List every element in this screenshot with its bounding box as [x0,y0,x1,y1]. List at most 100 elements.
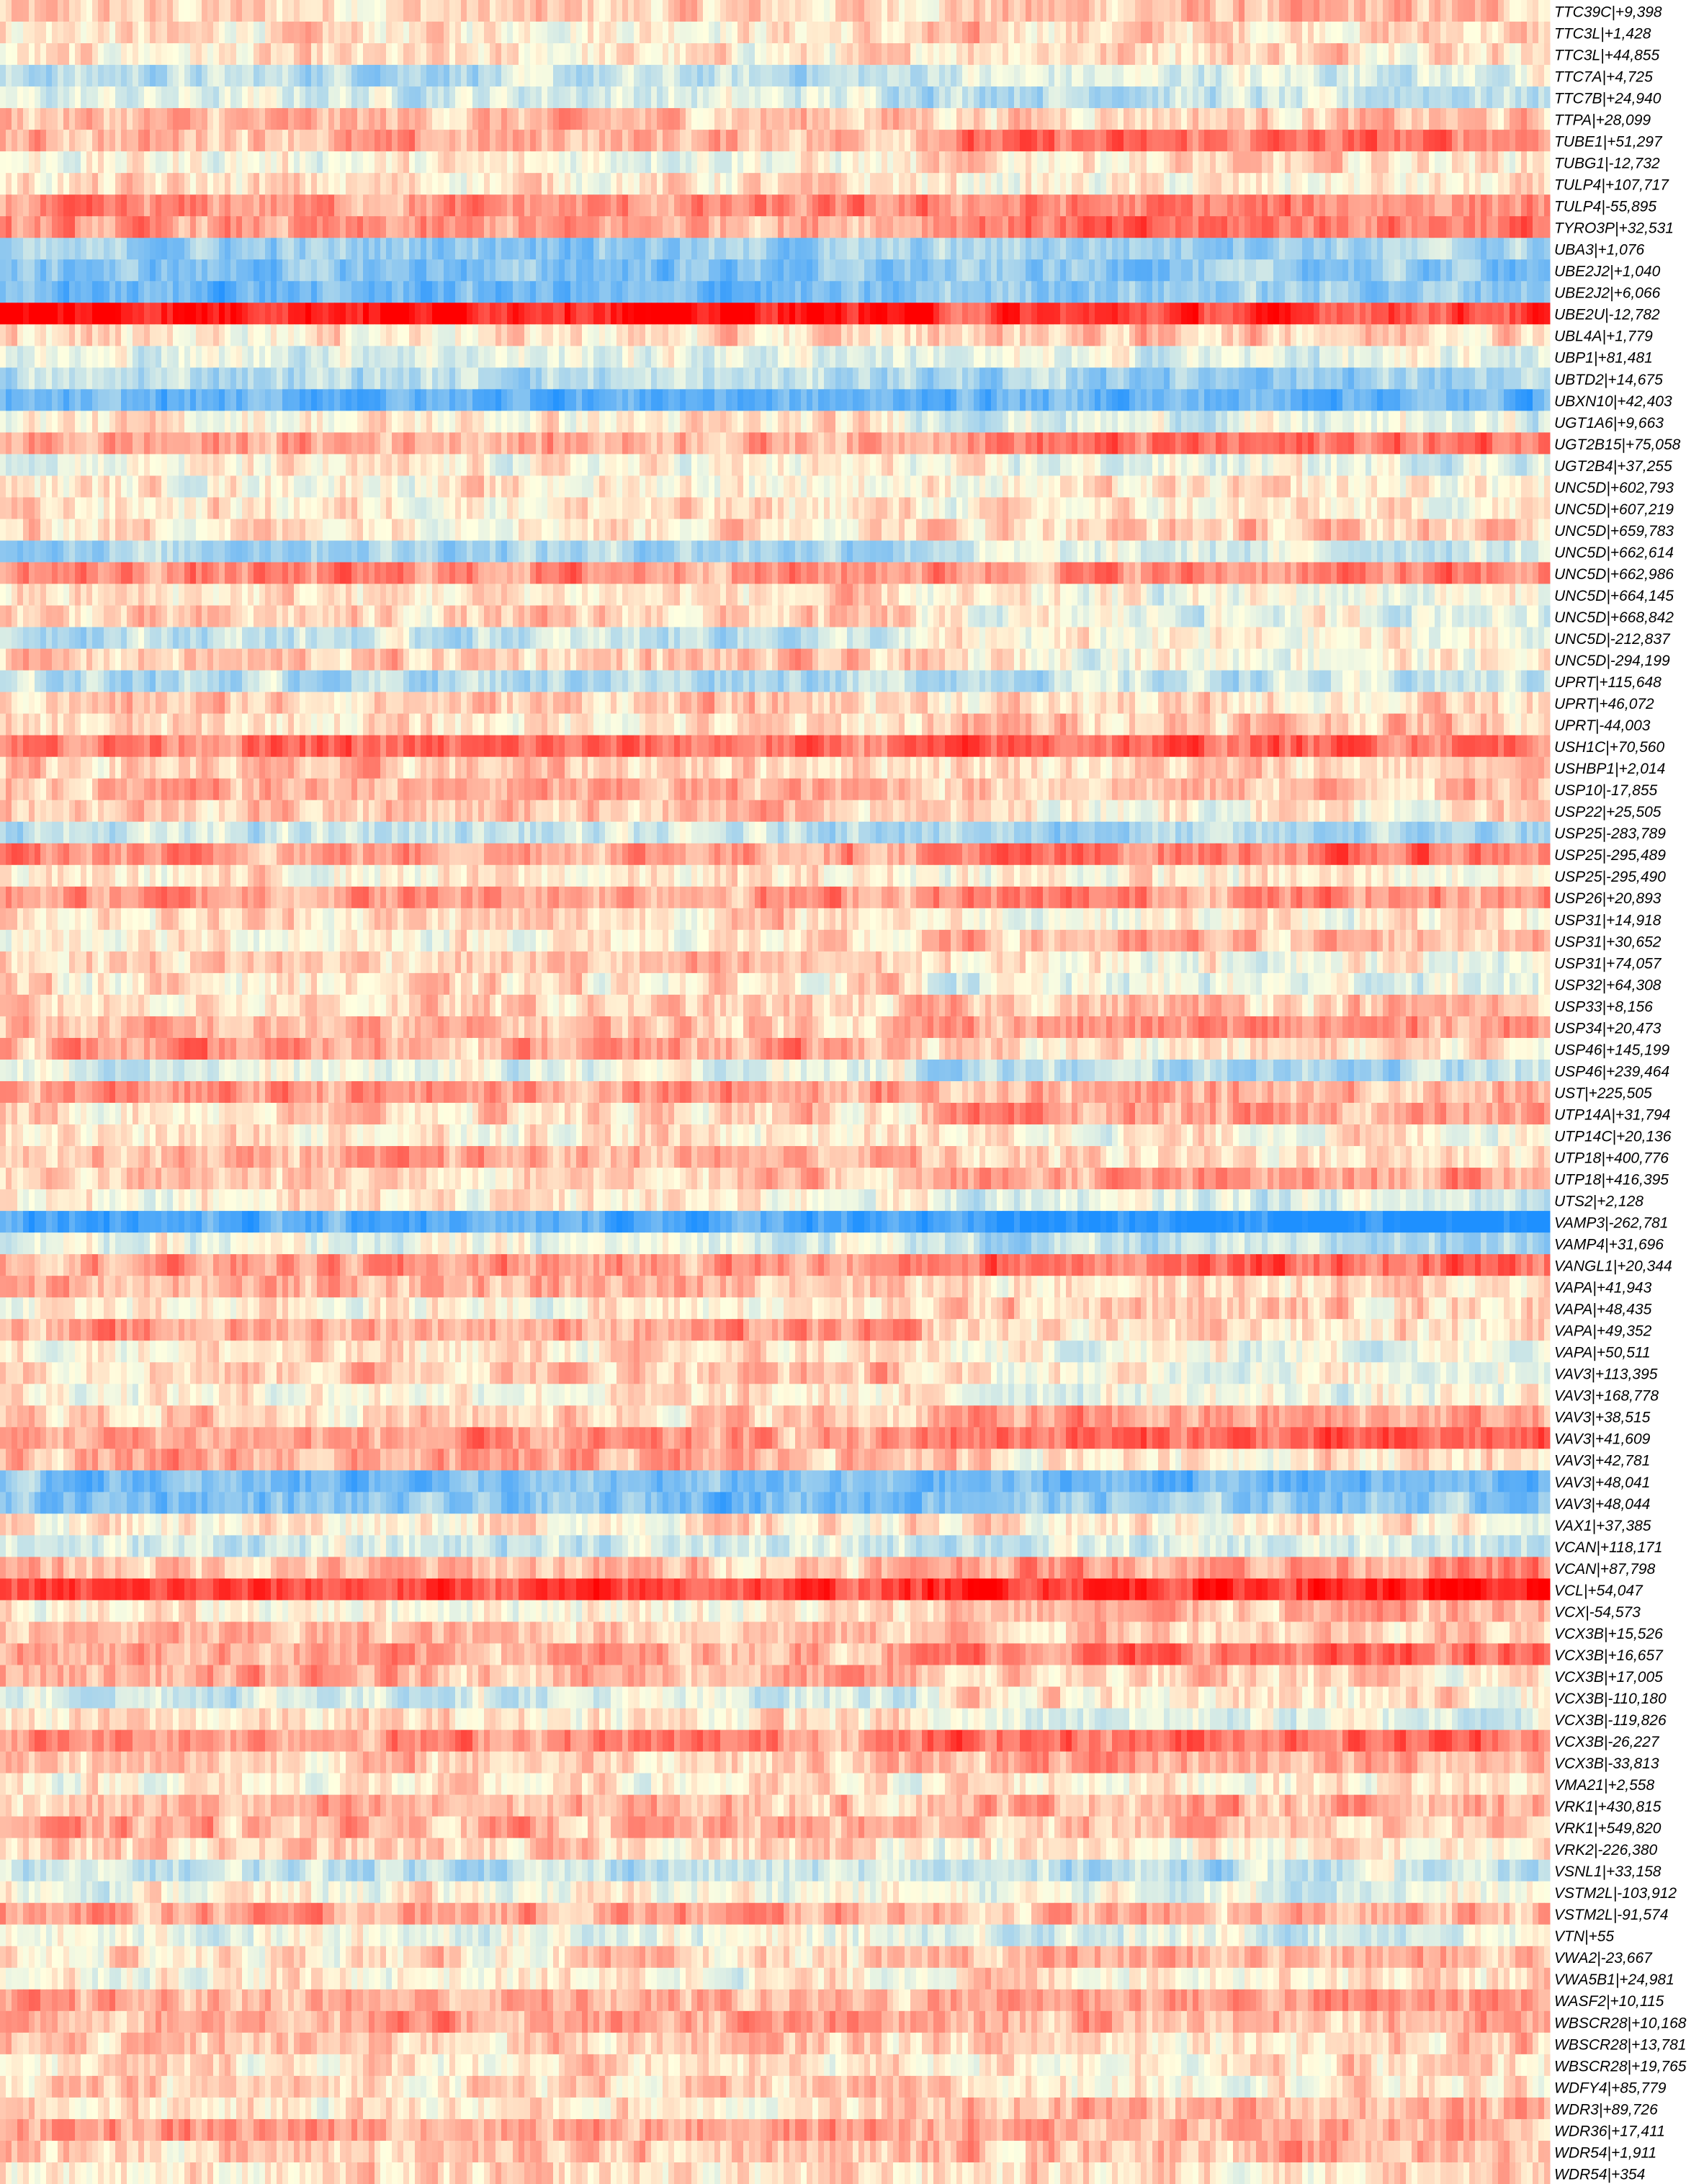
heatmap-cell [766,281,773,303]
heatmap-cell [1037,194,1044,217]
heatmap-cell [369,303,375,325]
heatmap-cell [150,367,156,390]
heatmap-cell [657,216,663,238]
heatmap-cell [58,130,64,152]
heatmap-cell [905,108,911,130]
heatmap-cell [432,151,439,174]
heatmap-cell [657,303,663,325]
heatmap-cell [1452,65,1458,87]
heatmap-cell [63,86,70,109]
heatmap-cell [242,0,248,22]
heatmap-cell [582,43,588,66]
heatmap-cell [300,130,306,152]
heatmap-cell [870,86,876,109]
heatmap-cell [789,86,796,109]
heatmap-cell [288,173,295,195]
heatmap-cell [1371,194,1378,217]
heatmap-cell [1366,194,1372,217]
heatmap-cell [1147,238,1153,260]
heatmap-cell [1181,173,1188,195]
heatmap-cell [104,324,110,346]
heatmap-cell [818,367,825,390]
heatmap-cell [818,108,825,130]
heatmap-cell [144,65,151,87]
heatmap-cell [1337,86,1343,109]
heatmap-cell [449,43,456,66]
heatmap-cell [1521,281,1528,303]
heatmap-cell [835,324,842,346]
heatmap-cell [1337,324,1343,346]
heatmap-cell [1072,0,1078,22]
heatmap-cell [1389,281,1395,303]
heatmap-cell [761,86,767,109]
heatmap-cell [478,216,485,238]
heatmap-cell [1429,0,1435,22]
heatmap-cell [438,43,444,66]
heatmap-cell [1210,238,1216,260]
heatmap-cell [1325,194,1332,217]
heatmap-cell [271,281,277,303]
heatmap-cell [1227,259,1234,282]
heatmap-cell [1003,324,1009,346]
heatmap-cell [870,346,876,368]
heatmap-cell [98,173,104,195]
heatmap-cell [893,367,900,390]
heatmap-cell [1164,86,1170,109]
heatmap-cell [92,22,99,44]
heatmap-cell [657,389,663,411]
heatmap-cell [1193,43,1199,66]
heatmap-cell [265,303,272,325]
heatmap-cell [732,389,738,411]
heatmap-cell [346,22,352,44]
heatmap-cell [1348,151,1355,174]
heatmap-cell [847,367,853,390]
heatmap-cell [1429,367,1435,390]
heatmap-cell [570,194,577,217]
heatmap-cell [622,367,629,390]
heatmap-cell [1031,151,1038,174]
heatmap-cell [46,238,53,260]
heatmap-cell [824,130,830,152]
heatmap-cell [755,367,761,390]
heatmap-cell [749,259,755,282]
heatmap-cell [570,0,577,22]
heatmap-cell [1233,173,1239,195]
heatmap-cell [161,194,168,217]
heatmap-cell [23,65,30,87]
heatmap-cell [1141,0,1147,22]
heatmap-cell [40,22,47,44]
heatmap-cell [1147,86,1153,109]
heatmap-cell [184,0,191,22]
heatmap-cell [501,194,508,217]
heatmap-cell [1492,0,1499,22]
heatmap-cell [207,324,214,346]
heatmap-cell [686,389,692,411]
heatmap-cell [1095,259,1101,282]
heatmap-cell [156,43,162,66]
heatmap-cell [962,173,969,195]
heatmap-cell [1394,216,1401,238]
heatmap-cell [732,130,738,152]
heatmap-row [0,0,1551,22]
heatmap-cell [1193,0,1199,22]
heatmap-cell [997,216,1003,238]
heatmap-cell [622,259,629,282]
heatmap-cell [599,346,606,368]
heatmap-cell [818,238,825,260]
heatmap-cell [1458,173,1464,195]
heatmap-cell [340,0,346,22]
heatmap-cell [611,43,617,66]
heatmap-cell [582,216,588,238]
heatmap-cell [35,346,41,368]
heatmap-cell [398,194,404,217]
heatmap-cell [1538,22,1545,44]
heatmap-cell [847,130,853,152]
heatmap-cell [847,43,853,66]
heatmap-cell [144,151,151,174]
heatmap-cell [173,259,179,282]
heatmap-cell [1003,259,1009,282]
heatmap-cell [455,367,462,390]
heatmap-cell [1319,65,1326,87]
heatmap-cell [1389,0,1395,22]
heatmap-cell [1175,238,1182,260]
